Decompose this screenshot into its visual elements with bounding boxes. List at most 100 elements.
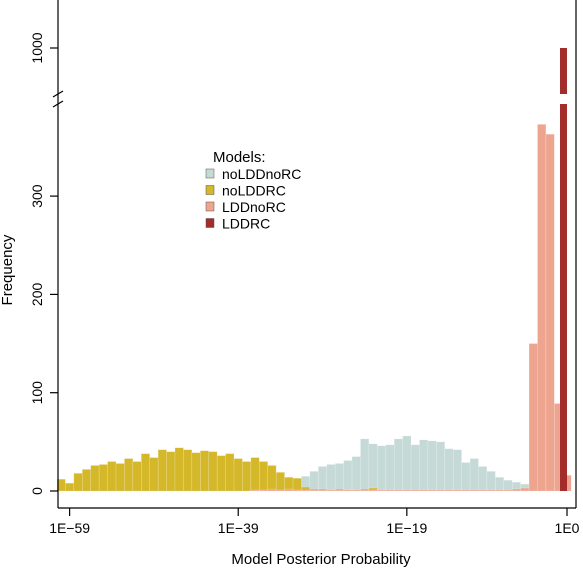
bar-noLDDnoRC-14 [360, 438, 370, 492]
y-tick-label-0: 0 [29, 487, 45, 495]
y-axis-title: Frequency [0, 234, 16, 305]
bar-noLDDRC-18 [208, 451, 218, 492]
bar-LDDnoRC-7 [309, 489, 319, 492]
bar-LDDnoRC-21 [427, 489, 437, 492]
x-tick-label-3: 1E0 [555, 520, 580, 536]
bar-noLDDRC-10 [141, 453, 150, 492]
bar-noLDDnoRC-9 [318, 466, 327, 492]
y-tick-label-2: 200 [29, 283, 45, 307]
bar-LDDnoRC-15 [377, 489, 387, 492]
bar-LDDnoRC-29 [495, 489, 505, 492]
bar-noLDDRC-8 [124, 458, 134, 492]
bar-noLDDRC-16 [191, 452, 201, 492]
bar-LDDnoRC-20 [419, 489, 429, 492]
bar-LDDnoRC-19 [410, 489, 420, 492]
bar-noLDDnoRC-17 [385, 444, 395, 492]
bar-noLDDnoRC-27 [469, 458, 479, 492]
bar-noLDDnoRC-21 [419, 439, 429, 492]
bar-noLDDnoRC-10 [326, 464, 336, 492]
bar-noLDDRC-14 [174, 447, 184, 492]
legend-swatch-LDDnoRC [205, 201, 215, 212]
bar-LDDnoRC-32 [520, 487, 530, 492]
bar-LDDnoRC-26 [469, 489, 479, 492]
bar-LDDnoRC-11 [343, 489, 353, 492]
bar-LDDnoRC-35 [545, 133, 555, 492]
bar-LDDnoRC-16 [385, 489, 395, 492]
bar-LDDnoRC-2 [267, 488, 277, 492]
x-tick-label-0: 1E−59 [49, 520, 90, 536]
legend-label-LDDnoRC: LDDnoRC [222, 199, 286, 215]
bar-LDDnoRC-31 [511, 488, 521, 492]
bar-noLDDRC-9 [132, 461, 142, 492]
bar-LDDnoRC-10 [334, 489, 344, 492]
bar-LDDnoRC-18 [402, 489, 412, 492]
bar-noLDDRC-5 [98, 464, 108, 492]
bar-noLDDRC-11 [149, 457, 159, 492]
y-tick-label-break: 1000 [29, 32, 45, 63]
legend-label-noLDDRC: noLDDRC [222, 183, 286, 199]
bar-LDDnoRC-6 [301, 489, 311, 492]
bar-noLDDRC-7 [115, 463, 125, 492]
bar-LDDnoRC-27 [478, 489, 488, 492]
bar-LDDnoRC-23 [444, 489, 454, 492]
bar-noLDDnoRC-8 [309, 471, 319, 492]
bar-LDDnoRC-34 [537, 124, 547, 492]
bar-LDDnoRC-24 [452, 489, 462, 492]
bar-LDDnoRC-28 [486, 489, 496, 492]
bar-noLDDRC-4 [90, 465, 100, 492]
axis-break-layer [40, 90, 580, 108]
legend-swatch-LDDRC [205, 218, 215, 228]
bar-noLDDnoRC-25 [452, 449, 462, 492]
bar-noLDDRC-17 [200, 450, 209, 492]
bar-noLDDRC-19 [216, 455, 226, 492]
y-tick-label-3: 300 [29, 184, 45, 208]
x-tick-label-1: 1E−39 [218, 520, 259, 536]
bar-noLDDRC-28 [292, 477, 302, 492]
bar-LDDnoRC-5 [292, 489, 302, 492]
bar-LDDnoRC-1 [259, 489, 268, 492]
bar-noLDDnoRC-23 [436, 441, 446, 492]
bar-noLDDRC-21 [233, 458, 243, 492]
bar-LDDnoRC-14 [368, 489, 378, 492]
bar-noLDDnoRC-28 [478, 466, 488, 492]
bar-LDDnoRC-3 [275, 489, 285, 492]
bar-noLDDnoRC-19 [402, 435, 412, 492]
legend-swatch-noLDDRC [205, 185, 215, 195]
bar-LDDRC-0-lower [560, 104, 567, 491]
bar-noLDDRC-13 [166, 451, 176, 492]
bars-layer [56, 48, 572, 492]
legend-label-noLDDnoRC: noLDDnoRC [222, 166, 301, 182]
bar-LDDnoRC-13 [360, 489, 370, 492]
legend-title: Models: [213, 149, 266, 166]
axis-break-gap [40, 94, 580, 104]
bar-noLDDnoRC-13 [351, 456, 361, 492]
bar-noLDDnoRC-11 [334, 463, 344, 492]
bar-LDDRC-0-upper [560, 48, 567, 94]
bar-noLDDRC-20 [225, 453, 235, 492]
bar-LDDnoRC-33 [528, 343, 538, 492]
bar-noLDDnoRC-31 [503, 479, 513, 492]
axes-layer: 0 100 200 300 1000 1E−59 1E−39 1E−19 1E0 [29, 0, 580, 536]
bar-noLDDnoRC-16 [377, 445, 387, 492]
x-tick-label-2: 1E−19 [386, 520, 427, 536]
bar-noLDDnoRC-20 [410, 444, 420, 492]
bar-LDDnoRC-0 [250, 489, 260, 492]
bar-noLDDnoRC-30 [495, 476, 505, 492]
bar-noLDDnoRC-15 [368, 443, 378, 492]
bar-LDDnoRC-22 [436, 489, 446, 492]
bar-noLDDRC-3 [82, 469, 91, 492]
bar-LDDnoRC-25 [461, 489, 471, 492]
bar-noLDDnoRC-22 [427, 440, 437, 492]
legend-swatch-noLDDnoRC [205, 168, 215, 179]
bar-noLDDRC-25 [267, 465, 277, 492]
y-tick-label-1: 100 [29, 381, 45, 405]
bar-noLDDRC-12 [157, 449, 167, 492]
bar-noLDDnoRC-26 [461, 462, 471, 492]
bar-LDDnoRC-30 [503, 489, 513, 492]
bar-LDDnoRC-9 [326, 489, 336, 492]
bar-noLDDRC-2 [73, 473, 83, 492]
bar-noLDDRC-1 [65, 482, 75, 492]
bar-noLDDRC-15 [183, 449, 193, 492]
